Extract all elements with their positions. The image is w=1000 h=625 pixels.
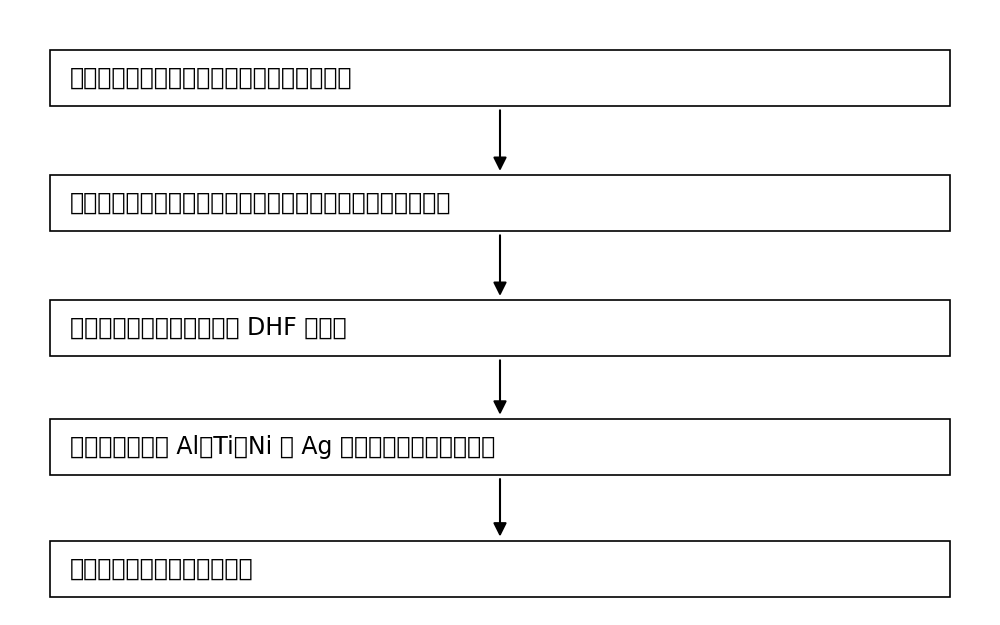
Text: 步骤五、进行烤箱烘干工艺。: 步骤五、进行烤箱烘干工艺。 bbox=[70, 557, 254, 581]
Text: 步骤三、对硅衬底背面进行 DHF 清洗。: 步骤三、对硅衬底背面进行 DHF 清洗。 bbox=[70, 316, 347, 340]
FancyBboxPatch shape bbox=[50, 541, 950, 597]
FancyBboxPatch shape bbox=[50, 300, 950, 356]
Text: 步骤二、完成背面减薄工艺、背面注入工艺和激光退火工艺。: 步骤二、完成背面减薄工艺、背面注入工艺和激光退火工艺。 bbox=[70, 191, 451, 215]
FancyBboxPatch shape bbox=[50, 175, 950, 231]
FancyBboxPatch shape bbox=[50, 50, 950, 106]
Text: 步骤四、形成由 Al、Ti、Ni 和 Ag 叠加形成的背面金属层。: 步骤四、形成由 Al、Ti、Ni 和 Ag 叠加形成的背面金属层。 bbox=[70, 435, 495, 459]
Text: 步骤一、在硅衬底的正面完成正面图形工艺。: 步骤一、在硅衬底的正面完成正面图形工艺。 bbox=[70, 66, 352, 90]
FancyBboxPatch shape bbox=[50, 419, 950, 475]
